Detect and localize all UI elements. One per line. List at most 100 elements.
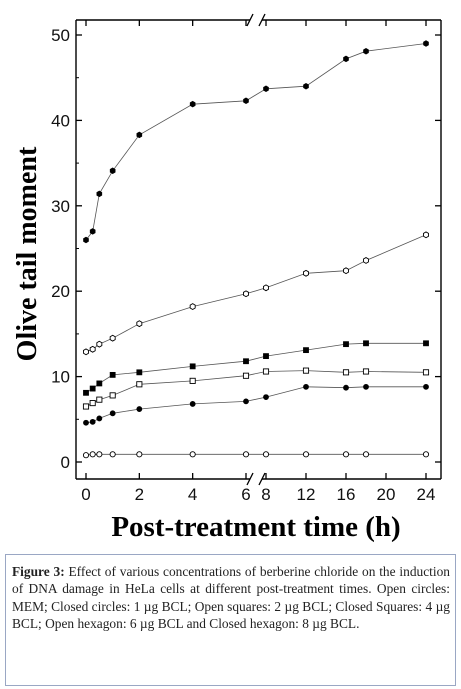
series-group (83, 383, 429, 426)
x-axis-title: Post-treatment time (h) (111, 511, 400, 543)
open-circle-marker (189, 451, 196, 458)
y-tick-label: 50 (51, 26, 70, 45)
open-circle-marker (422, 451, 430, 458)
x-tick-label: 8 (261, 485, 270, 504)
closed-hexagon-marker (83, 236, 89, 244)
y-tick-label: 10 (51, 368, 70, 387)
closed-circle-marker (83, 419, 89, 426)
axis-break-mark (258, 13, 266, 27)
open-circle-marker (302, 451, 310, 458)
chart-series (82, 40, 430, 459)
closed-hexagon-marker (303, 82, 309, 90)
axis-break-mark (246, 472, 254, 486)
open-circle-marker (262, 451, 270, 458)
open-square-marker (89, 400, 96, 407)
x-tick-label: 24 (417, 485, 436, 504)
closed-circle-marker (136, 406, 143, 412)
open-hexagon-marker (89, 345, 96, 353)
closed-square-marker (136, 369, 143, 376)
closed-hexagon-marker (89, 228, 96, 235)
series-group (82, 451, 430, 459)
open-square-marker (302, 367, 310, 374)
closed-circle-marker (89, 418, 96, 425)
series-group (83, 40, 429, 244)
open-hexagon-marker (343, 267, 349, 275)
closed-hexagon-marker (96, 190, 103, 198)
x-tick-label: 4 (188, 485, 197, 504)
closed-hexagon-marker (109, 167, 116, 175)
open-hexagon-marker (136, 320, 143, 328)
open-square-marker (342, 369, 350, 376)
closed-hexagon-marker (243, 97, 249, 105)
closed-circle-marker (243, 398, 249, 405)
open-circle-marker (96, 451, 103, 458)
open-square-marker (109, 392, 116, 399)
open-circle-marker (136, 451, 143, 458)
closed-square-marker (189, 363, 196, 370)
open-square-marker (262, 368, 270, 375)
open-hexagon-marker (263, 284, 269, 292)
closed-circle-marker (109, 410, 116, 417)
open-square-marker (422, 369, 430, 376)
open-square-marker (96, 396, 103, 403)
series-group (82, 367, 430, 410)
closed-square-marker (423, 340, 429, 347)
closed-square-marker (263, 353, 269, 360)
series-group (83, 340, 429, 396)
open-hexagon-marker (109, 334, 116, 342)
y-tick-label: 30 (51, 197, 70, 216)
open-circle-marker (242, 451, 250, 458)
x-tick-label: 12 (297, 485, 316, 504)
series-group (83, 231, 429, 356)
y-axis-title: Olive tail moment (12, 146, 43, 361)
closed-square-marker (243, 358, 249, 365)
closed-square-marker (303, 347, 309, 354)
closed-circle-marker (303, 383, 309, 390)
series-line (85, 43, 427, 241)
open-circle-marker (82, 452, 90, 459)
open-square-marker (82, 403, 90, 410)
open-square-marker (242, 372, 250, 379)
closed-circle-marker (96, 415, 103, 422)
caption-label: Figure 3: (12, 564, 65, 579)
x-tick-label: 0 (81, 485, 90, 504)
open-circle-marker (362, 451, 370, 458)
open-circle-marker (109, 451, 116, 458)
open-hexagon-marker (96, 340, 103, 348)
closed-circle-marker (363, 383, 369, 390)
closed-hexagon-marker (423, 40, 429, 47)
open-square-marker (362, 368, 370, 375)
closed-square-marker (109, 371, 116, 378)
closed-hexagon-marker (263, 85, 269, 93)
x-tick-label: 6 (241, 485, 250, 504)
closed-hexagon-marker (363, 47, 369, 55)
open-hexagon-marker (423, 231, 429, 239)
open-hexagon-marker (189, 303, 196, 310)
series-line (85, 370, 427, 407)
closed-circle-marker (423, 383, 429, 390)
x-tick-label: 2 (135, 485, 144, 504)
open-circle-marker (89, 451, 96, 458)
axis-break-mark (258, 472, 266, 486)
open-hexagon-marker (363, 257, 369, 264)
x-tick-label: 20 (377, 485, 396, 504)
open-square-marker (189, 377, 196, 384)
closed-square-marker (83, 389, 89, 396)
open-hexagon-marker (303, 269, 309, 277)
figure-caption: Figure 3: Effect of various concentratio… (5, 554, 456, 686)
closed-hexagon-marker (189, 100, 196, 108)
series-line (85, 234, 427, 353)
closed-square-marker (96, 380, 103, 387)
caption-text: Effect of various concentrations of berb… (12, 564, 450, 632)
closed-circle-marker (343, 384, 349, 391)
y-tick-label: 40 (51, 111, 70, 130)
open-hexagon-marker (83, 348, 89, 356)
closed-square-marker (363, 340, 369, 347)
axis-break-mark (246, 13, 254, 27)
series-line (85, 386, 426, 424)
y-tick-label: 20 (51, 282, 70, 301)
open-hexagon-marker (243, 290, 249, 298)
